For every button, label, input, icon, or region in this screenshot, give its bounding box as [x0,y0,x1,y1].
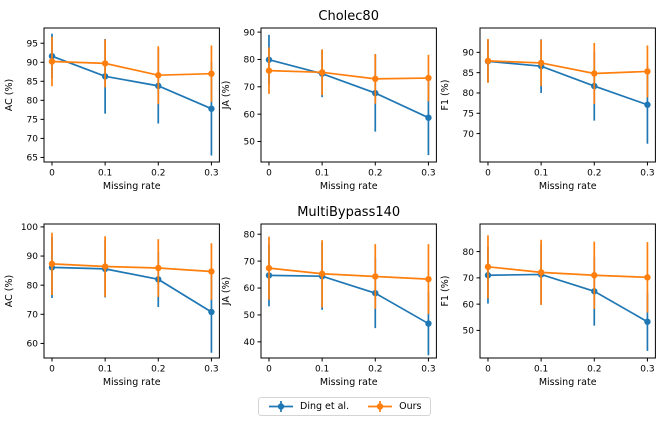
svg-text:0.3: 0.3 [640,365,654,375]
svg-text:85: 85 [26,78,37,88]
svg-text:AC (%): AC (%) [4,79,15,111]
subplot-multibypass140-f1: 50 60 70 80 0 0.1 0.2 0.3 Missing rate F1 (%) [440,223,656,388]
svg-text:70: 70 [244,257,256,267]
svg-text:0.2: 0.2 [151,365,165,375]
svg-text:Missing rate: Missing rate [320,181,378,192]
svg-text:0.3: 0.3 [640,169,654,179]
svg-text:60: 60 [244,284,256,294]
svg-text:80: 80 [463,248,475,258]
svg-text:Cholec80: Cholec80 [319,9,380,24]
svg-text:70: 70 [26,135,38,145]
svg-text:75: 75 [463,110,474,120]
svg-text:Missing rate: Missing rate [102,181,160,192]
legend-item-ours: Ours [367,400,421,413]
svg-text:0: 0 [49,169,55,179]
svg-text:0: 0 [485,169,491,179]
svg-text:AC (%): AC (%) [4,275,15,307]
subplot-multibypass140-ac: 60 70 80 90 100 0 0.1 0.2 0.3 Missing rate AC (%) [4,223,220,388]
svg-text:70: 70 [463,130,475,140]
svg-text:75: 75 [26,116,37,126]
svg-text:0.1: 0.1 [534,365,548,375]
svg-text:40: 40 [244,338,256,348]
legend-label: Ours [399,400,422,412]
svg-text:80: 80 [244,56,256,66]
svg-text:F1 (%): F1 (%) [440,80,451,111]
svg-text:60: 60 [244,111,256,121]
svg-text:50: 50 [463,327,475,337]
svg-text:0.2: 0.2 [369,169,383,179]
svg-text:90: 90 [26,252,38,262]
errorbar-marker-icon [368,401,393,412]
svg-text:0.3: 0.3 [204,169,218,179]
svg-text:0.1: 0.1 [315,365,329,375]
svg-text:JA (%): JA (%) [221,81,232,111]
svg-text:0.2: 0.2 [587,169,601,179]
svg-text:Missing rate: Missing rate [320,377,378,388]
svg-text:70: 70 [26,311,38,321]
svg-text:70: 70 [463,274,475,284]
svg-text:0.2: 0.2 [369,365,383,375]
subplot-cholec80-ac: 65 70 75 80 85 90 95 0 0.1 0.2 0.3 Missing rate AC (… [4,27,220,192]
svg-text:Missing rate: Missing rate [539,181,597,192]
svg-text:50: 50 [244,138,256,148]
svg-text:90: 90 [244,29,256,39]
svg-text:JA (%): JA (%) [221,277,232,307]
errorbar-marker-icon [269,401,293,412]
svg-text:0.3: 0.3 [422,365,436,375]
svg-text:95: 95 [26,40,37,50]
svg-text:80: 80 [463,89,475,99]
svg-text:F1 (%): F1 (%) [440,276,451,307]
svg-text:Missing rate: Missing rate [539,377,597,388]
svg-text:100: 100 [20,223,37,233]
svg-text:0.3: 0.3 [422,169,436,179]
svg-text:MultiBypass140: MultiBypass140 [298,205,401,220]
svg-text:Missing rate: Missing rate [102,377,160,388]
svg-text:0: 0 [49,365,55,375]
svg-text:0.1: 0.1 [534,169,548,179]
svg-text:90: 90 [463,49,475,59]
svg-text:0.2: 0.2 [151,169,165,179]
subplot-cholec80-ja: Cholec80 50 60 70 80 90 0 0.1 0.2 0.3 Missing rate… [221,9,438,192]
svg-text:80: 80 [26,281,38,291]
svg-text:80: 80 [244,230,256,240]
svg-text:60: 60 [26,340,38,350]
svg-text:70: 70 [244,83,256,93]
svg-text:50: 50 [244,311,256,321]
subplot-multibypass140-ja: MultiBypass140 40 50 60 70 80 0 0.1 0.2 0.3 Missin… [221,205,438,388]
svg-text:0: 0 [266,169,272,179]
svg-text:0: 0 [266,365,272,375]
svg-text:0.1: 0.1 [98,365,112,375]
svg-text:60: 60 [463,300,475,310]
legend-item-ding: Ding et al. [268,400,349,413]
subplot-cholec80-f1: 70 75 80 85 90 0 0.1 0.2 0.3 Missing rate F1 (%) [440,27,656,192]
svg-text:90: 90 [26,59,38,69]
svg-text:0.2: 0.2 [587,365,601,375]
legend-label: Ding et al. [300,400,350,412]
svg-text:65: 65 [26,154,37,164]
svg-text:0.1: 0.1 [98,169,112,179]
legend: Ding et al. Ours [258,397,432,416]
svg-text:0.1: 0.1 [315,169,329,179]
svg-text:0: 0 [485,365,491,375]
svg-text:0.3: 0.3 [204,365,218,375]
svg-text:80: 80 [26,97,38,107]
svg-text:85: 85 [463,69,474,79]
